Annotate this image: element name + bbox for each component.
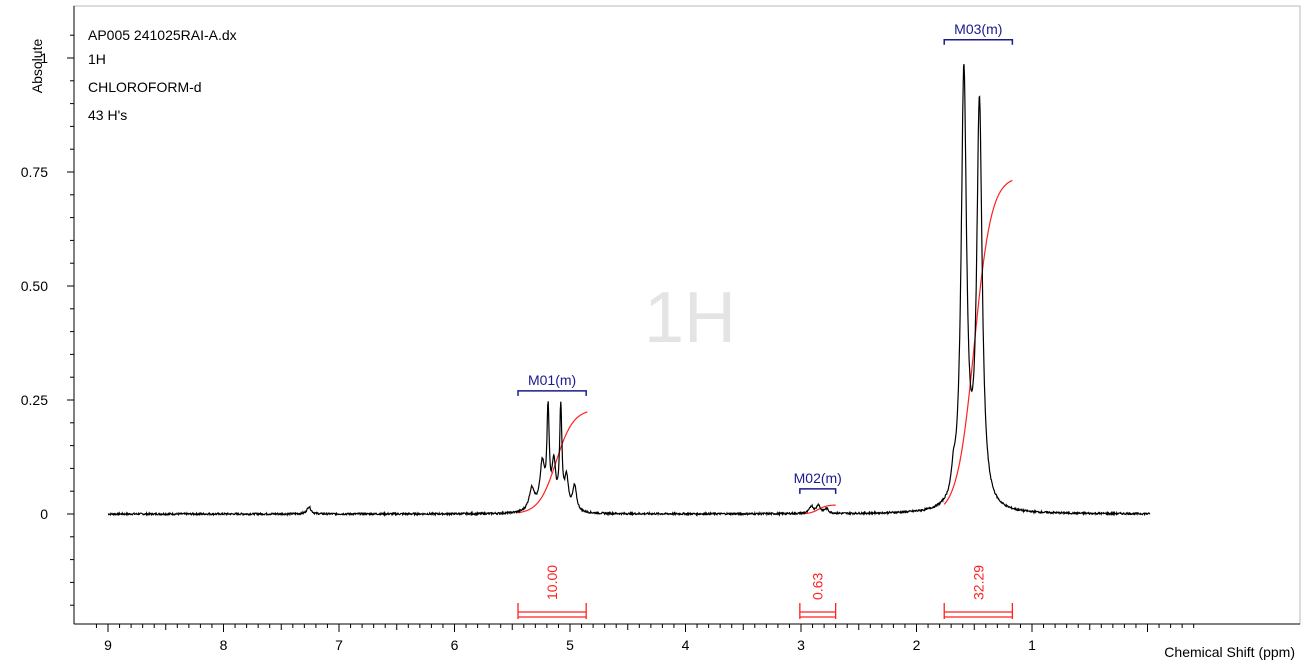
spectrum-line [107,63,1151,518]
y-tick-label: 0.50 [21,278,48,294]
nucleus-label: 1H [88,51,106,67]
y-tick-label: 0.75 [21,164,48,180]
integral-bracket [943,603,1014,619]
x-tick-label: 3 [797,637,805,653]
x-tick-label: 7 [335,637,343,653]
watermark-nucleus: 1H [644,278,736,358]
y-tick-label: 0.25 [21,392,48,408]
multiplet-label: M02(m) [794,470,842,486]
integral-annotations: 10.00 0.63 32.29 [517,565,1014,619]
x-ticks: 9 8 7 6 5 4 3 2 1 [95,624,1195,653]
multiplet-label: M03(m) [954,21,1002,37]
multiplet-bracket [799,488,837,494]
multiplet-bracket [517,390,587,396]
y-ticks: 0 0.25 0.50 0.75 1 [21,34,74,606]
integral-value: 10.00 [544,565,560,600]
integral-bracket [517,603,587,619]
integral-curves [517,179,1013,515]
x-tick-label: 5 [566,637,574,653]
integral-bracket [799,603,837,619]
multiplet-label: M01(m) [528,372,576,388]
x-axis-label: Chemical Shift (ppm) [1164,644,1295,660]
multiplet-annotations: M01(m) M02(m) M03(m) [517,21,1014,494]
x-tick-label: 2 [913,637,921,653]
sample-info: AP005 241025RAI-A.dx 1H CHLOROFORM-d 43 … [88,27,237,123]
sample-filename: AP005 241025RAI-A.dx [88,27,237,43]
x-tick-label: 6 [451,637,459,653]
multiplet-bracket [943,39,1014,45]
x-tick-label: 8 [220,637,228,653]
x-tick-label: 9 [104,637,112,653]
integral-value: 0.63 [810,573,826,600]
solvent-label: CHLOROFORM-d [88,79,202,95]
y-tick-label: 1 [40,50,48,66]
y-tick-label: 0 [40,506,48,522]
integral-value: 32.29 [970,565,986,600]
x-tick-label: 4 [682,637,690,653]
y-axis-label: Absolute [29,39,45,94]
proton-count: 43 H's [88,107,127,123]
x-tick-label: 1 [1028,637,1036,653]
